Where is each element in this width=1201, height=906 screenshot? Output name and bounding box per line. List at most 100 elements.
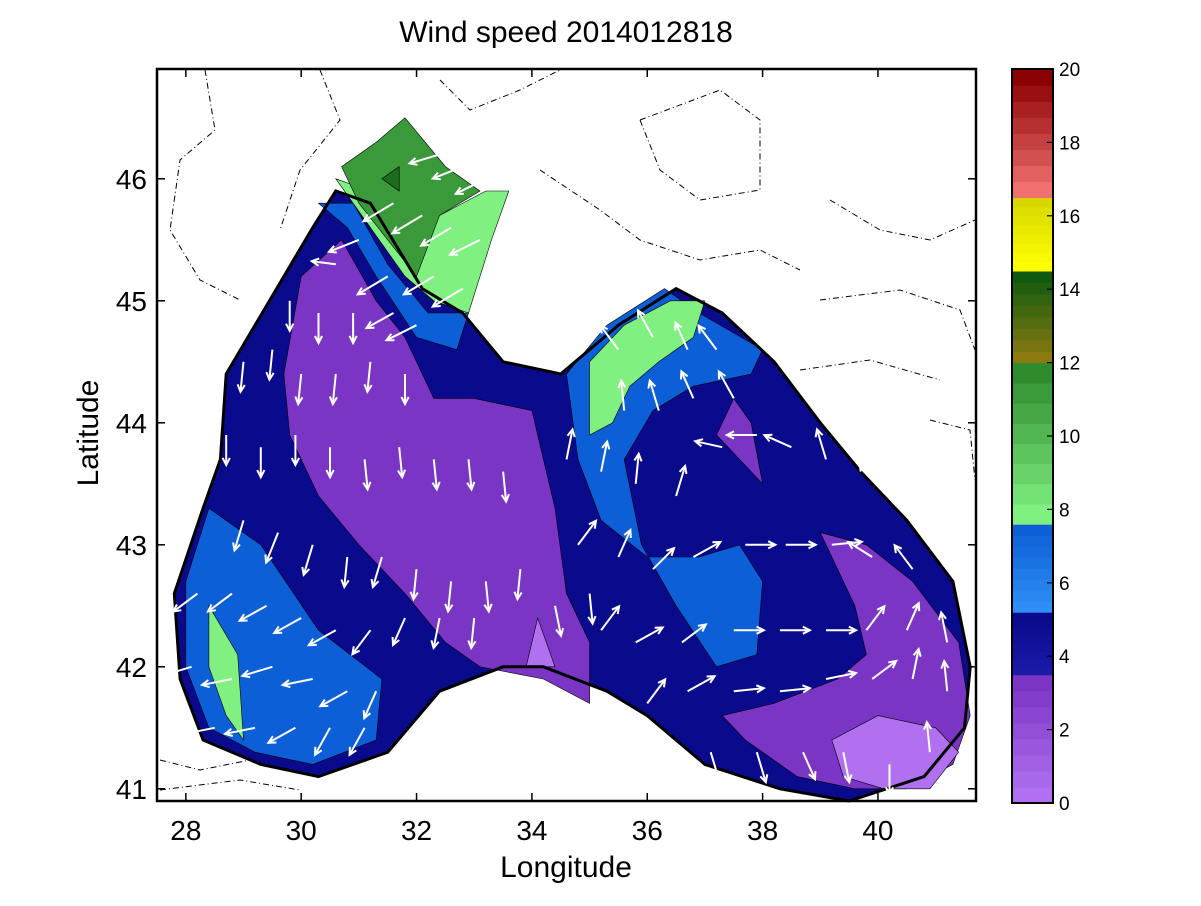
wind-vector-head xyxy=(407,157,418,166)
background-contour-lines xyxy=(159,69,976,791)
contour-line xyxy=(799,359,941,381)
wind-vector xyxy=(398,447,404,478)
wind-vector xyxy=(697,325,718,351)
wind-vector-head xyxy=(294,396,304,407)
colorbar-segment xyxy=(1012,635,1053,644)
wind-vector-head xyxy=(938,610,947,621)
wind-vector-head xyxy=(285,323,295,333)
colorbar-segment xyxy=(1012,351,1053,364)
wind-vector xyxy=(871,660,897,680)
wind-vector-head xyxy=(340,579,350,590)
colorbar-segment xyxy=(1012,483,1053,505)
wind-speed-region xyxy=(341,117,481,278)
colorbar-segment xyxy=(1012,362,1053,384)
wind-vector-head xyxy=(724,430,735,440)
wind-vector-head xyxy=(466,481,476,492)
x-tick-label: 34 xyxy=(516,815,547,846)
wind-vector xyxy=(224,726,256,735)
wind-vector xyxy=(681,623,707,644)
wind-vector-head xyxy=(314,335,323,346)
wind-vector-head xyxy=(159,669,170,679)
wind-vector xyxy=(680,370,695,399)
wind-vector-head xyxy=(500,493,510,504)
colorbar-segment xyxy=(1012,463,1053,485)
colorbar-segment xyxy=(1012,643,1053,652)
colorbar-segment xyxy=(1012,535,1053,547)
chart-title: Wind speed 2014012818 xyxy=(399,16,733,49)
wind-vector xyxy=(273,617,302,634)
wind-vector-head xyxy=(256,469,266,480)
colorbar-segment xyxy=(1012,568,1053,580)
wind-vector xyxy=(692,541,721,558)
wind-vector xyxy=(763,434,792,449)
wind-vector-head xyxy=(678,463,688,475)
wind-vector xyxy=(308,629,337,647)
wind-vector-head xyxy=(206,603,217,613)
colorbar-segment xyxy=(1012,674,1053,692)
colorbar-segment xyxy=(1012,659,1053,668)
wind-vector-head xyxy=(391,636,400,648)
wind-vector-head xyxy=(430,640,440,651)
colorbar-segment xyxy=(1012,579,1053,591)
colorbar-segment xyxy=(1012,197,1053,208)
y-tick-label: 45 xyxy=(116,286,147,317)
wind-vector-head xyxy=(657,677,667,688)
contour-line xyxy=(169,69,241,301)
wind-vector xyxy=(351,629,372,655)
wind-vector-head xyxy=(717,369,726,380)
wind-vector xyxy=(432,165,464,180)
colorbar-ticks: 0 2 4 6 8 10 12 14 16 18 20 xyxy=(1047,60,1081,815)
wind-vector-head xyxy=(419,238,430,247)
wind-vector xyxy=(856,441,862,472)
colorbar-segment xyxy=(1012,423,1053,444)
wind-vector-head xyxy=(767,540,778,550)
wind-speed-region xyxy=(283,239,590,704)
colorbar-segment xyxy=(1012,101,1053,118)
wind-vector-head xyxy=(666,546,676,557)
wind-vector-head xyxy=(756,625,767,635)
wind-vector xyxy=(940,612,949,643)
wind-vector-head xyxy=(802,625,813,635)
wind-vector-head xyxy=(588,519,598,529)
wind-vector xyxy=(802,751,816,780)
wind-vector xyxy=(371,556,383,588)
colorbar-segment xyxy=(1012,524,1053,536)
colorbar-tick-label: 18 xyxy=(1059,133,1080,154)
wind-vector-head xyxy=(636,308,646,319)
wind-vector xyxy=(600,605,620,631)
wind-speed-region xyxy=(317,202,469,350)
wind-vector-head xyxy=(846,540,857,550)
wind-vector xyxy=(717,370,735,399)
y-tick-label: 43 xyxy=(116,530,147,561)
colorbar-segment xyxy=(1012,557,1053,569)
wind-vector-head xyxy=(265,371,275,382)
wind-vector xyxy=(847,541,873,558)
wind-vector xyxy=(634,453,640,484)
wind-vector xyxy=(343,556,349,588)
wind-vector-head xyxy=(348,335,358,346)
wind-vector-head xyxy=(266,735,277,744)
wind-vector xyxy=(675,465,687,497)
plot-frame xyxy=(155,67,978,803)
wind-vector-head xyxy=(431,481,441,492)
wind-vector-head xyxy=(348,746,357,757)
colorbar-segment xyxy=(1012,546,1053,558)
wind-vector xyxy=(357,275,389,296)
wind-vector-head xyxy=(232,542,241,553)
wind-vector xyxy=(348,727,366,756)
wind-vector xyxy=(599,325,620,351)
wind-vector xyxy=(184,726,215,735)
wind-vector-head xyxy=(182,728,193,737)
wind-vector-head xyxy=(893,543,903,554)
wind-vector-head xyxy=(601,439,611,450)
wind-vector xyxy=(865,605,886,631)
wind-vector-head xyxy=(390,226,401,235)
wind-vector xyxy=(239,361,245,392)
colorbar-segment xyxy=(1012,666,1053,676)
wind-vector xyxy=(637,309,654,338)
wind-vector xyxy=(617,529,632,558)
wind-vector xyxy=(432,617,441,649)
wind-vector xyxy=(588,593,594,624)
wind-vector xyxy=(617,727,632,756)
colorbar-segment xyxy=(1012,651,1053,660)
